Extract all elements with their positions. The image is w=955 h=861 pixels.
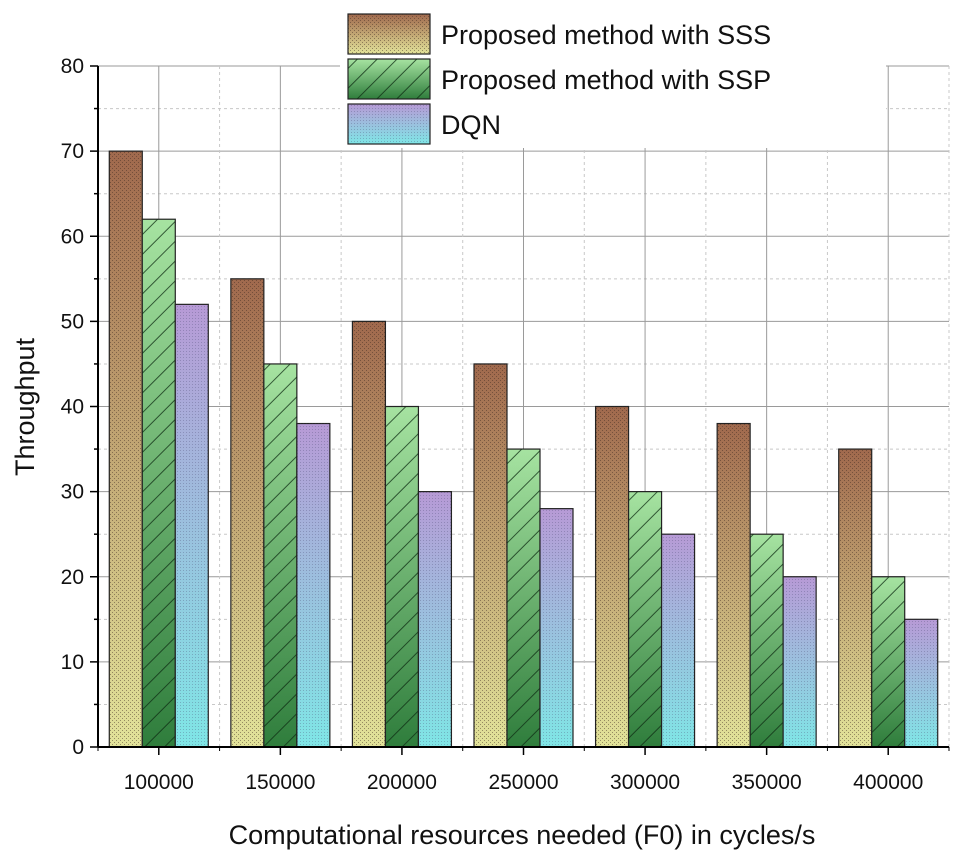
y-axis-title: Throughput [10, 337, 40, 476]
legend-background [340, 8, 886, 148]
bar-3-200000 [417, 491, 453, 748]
bar-pattern [628, 491, 662, 747]
legend-item-1: Proposed method with SSS [347, 13, 771, 55]
bar-pattern [142, 219, 176, 748]
y-tick-label: 20 [61, 566, 84, 589]
y-tick-label: 80 [61, 55, 84, 78]
bar-pattern [263, 363, 297, 747]
legend-item-2: Proposed method with SSP [347, 58, 771, 100]
bar-pattern [540, 508, 573, 747]
bar-2-350000 [749, 533, 784, 748]
bar-pattern [783, 576, 817, 747]
bar-pattern [230, 278, 264, 747]
bar-pattern [474, 363, 507, 747]
bars [108, 150, 939, 748]
x-tick-label: 300000 [610, 771, 680, 794]
bar-1-250000 [473, 363, 508, 748]
y-tick-label: 60 [61, 225, 84, 248]
x-tick-label: 350000 [732, 771, 802, 794]
legend-item-3: DQN [347, 103, 501, 145]
bar-1-150000 [230, 278, 265, 748]
bar-1-200000 [351, 320, 387, 748]
y-tick-label: 30 [61, 481, 84, 504]
bar-pattern [717, 423, 751, 747]
bar-pattern [385, 406, 419, 747]
bar-2-250000 [506, 448, 541, 748]
bar-1-350000 [716, 422, 751, 748]
bar-pattern [661, 534, 695, 747]
bar-pattern [175, 304, 209, 747]
x-tick-label: 250000 [488, 771, 558, 794]
tick-labels: 0 10 20 30 40 50 60 70 80 100000 150000 200000 25000… [61, 55, 924, 794]
bar-3-300000 [660, 533, 696, 748]
legend-label: Proposed method with SSP [441, 65, 771, 95]
bar-pattern [595, 406, 629, 747]
bar-2-400000 [871, 576, 906, 748]
legend: Proposed method with SSS Proposed method … [340, 8, 886, 148]
bar-3-350000 [782, 576, 817, 748]
axes [90, 65, 950, 755]
bar-3-150000 [296, 422, 331, 748]
legend-label: DQN [441, 110, 501, 140]
y-tick-label: 40 [61, 396, 84, 419]
bar-2-300000 [627, 491, 663, 748]
x-tick-label: 200000 [367, 771, 437, 794]
legend-label: Proposed method with SSS [441, 20, 771, 50]
bar-pattern [418, 491, 452, 747]
bar-2-200000 [384, 405, 420, 748]
bar-3-400000 [904, 618, 939, 748]
legend-swatch-pattern [348, 104, 430, 144]
bar-pattern [871, 576, 905, 747]
x-tick-label: 100000 [124, 771, 194, 794]
bar-2-150000 [263, 363, 298, 748]
bar-1-400000 [838, 448, 873, 748]
bar-pattern [750, 534, 784, 747]
legend-swatch-pattern [348, 14, 430, 54]
bar-pattern [507, 449, 540, 747]
bar-pattern [904, 619, 938, 747]
bar-pattern [296, 423, 330, 747]
legend-swatch-pattern [348, 59, 430, 99]
bar-1-100000 [108, 150, 143, 748]
x-tick-label: 400000 [853, 771, 923, 794]
y-tick-label: 10 [61, 651, 84, 674]
x-axis-title: Computational resources needed (F0) in c… [229, 820, 816, 850]
bar-3-250000 [539, 508, 574, 748]
bar-pattern [109, 151, 143, 747]
bar-1-300000 [594, 405, 630, 748]
bar-pattern [352, 321, 386, 747]
y-tick-label: 70 [61, 140, 84, 163]
bar-2-100000 [141, 218, 176, 748]
x-tick-label: 150000 [245, 771, 315, 794]
y-tick-label: 0 [72, 736, 84, 759]
y-tick-label: 50 [61, 310, 84, 333]
bar-pattern [838, 449, 872, 747]
bar-3-100000 [174, 303, 209, 748]
